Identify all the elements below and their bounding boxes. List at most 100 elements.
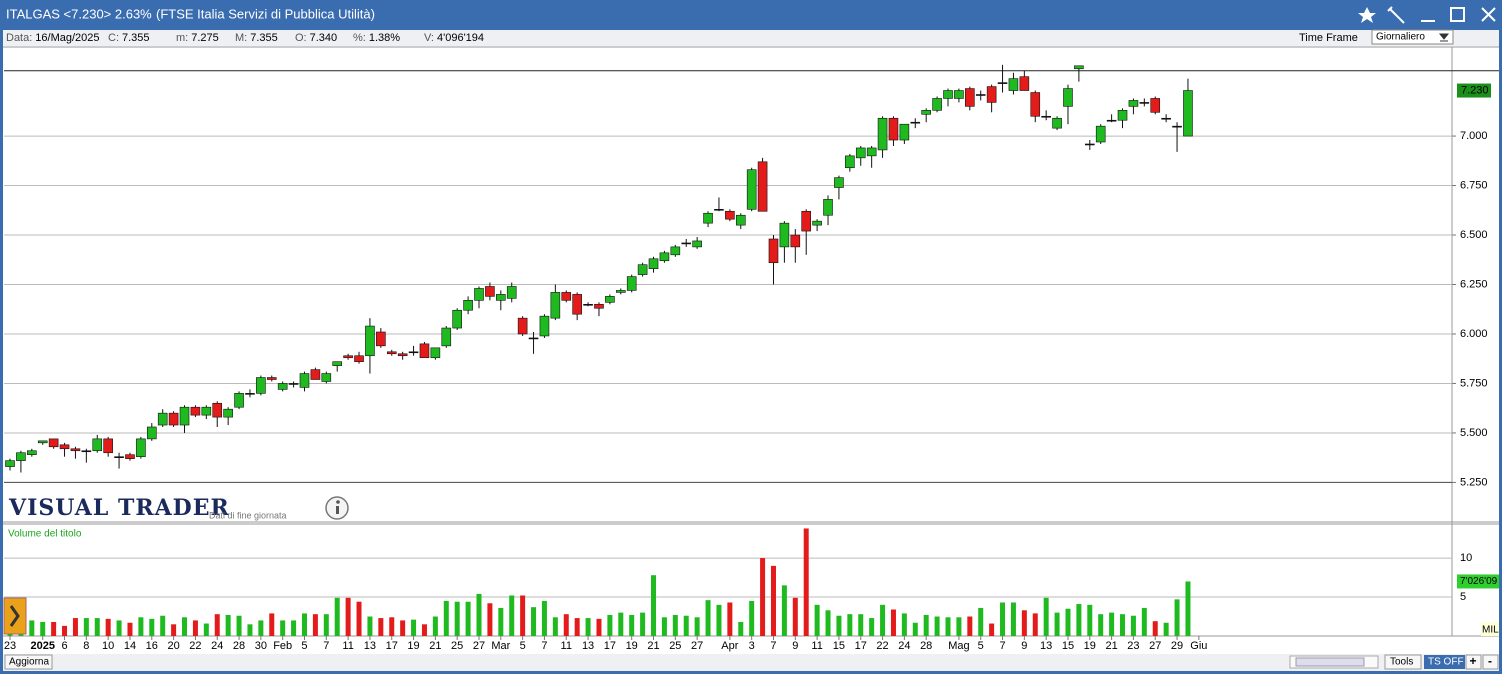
info-icon[interactable] — [325, 496, 349, 520]
candle-body — [136, 438, 146, 457]
zoom-out-button[interactable] — [1482, 654, 1499, 670]
candle-body — [605, 296, 615, 303]
candle-body — [463, 300, 473, 311]
volume-bar — [803, 528, 809, 636]
volume-bar — [651, 575, 657, 636]
toolbar — [3, 654, 1499, 671]
x-tick-label: 7 — [323, 640, 329, 652]
volume-bar — [814, 604, 820, 636]
candle-body — [496, 294, 506, 301]
volume-bar — [1130, 615, 1136, 636]
time-frame-select[interactable] — [1371, 29, 1454, 45]
y-tick-label: 5.500 — [1460, 427, 1488, 439]
volume-bar — [923, 614, 929, 636]
candle-body — [266, 377, 277, 380]
info-label: C: — [108, 32, 119, 44]
candle-body — [834, 177, 844, 188]
candle-body — [37, 440, 48, 444]
candle-body — [1095, 125, 1106, 143]
x-tick-label: 17 — [386, 640, 398, 652]
volume-unit: MIL — [1482, 625, 1499, 636]
ts-label: TS OFF — [1428, 657, 1464, 668]
candle-body — [1041, 115, 1051, 118]
candle-body — [419, 343, 430, 359]
candle-body — [485, 286, 495, 297]
zoom-out-label: - — [1488, 654, 1492, 668]
volume-bar — [858, 614, 864, 636]
scrollbar-thumb[interactable] — [1295, 657, 1365, 667]
info-label: m: — [176, 32, 188, 44]
x-tick-label: Apr — [721, 640, 738, 652]
x-tick-label: 3 — [749, 640, 755, 652]
candle-body — [648, 258, 659, 269]
y-tick-label: 5.250 — [1460, 476, 1488, 488]
volume-bar — [247, 624, 253, 636]
volume-bar — [760, 558, 766, 636]
candle-body — [943, 90, 953, 99]
x-tick-label: Feb — [273, 640, 292, 652]
candle-body — [997, 82, 1008, 84]
refresh-label: Aggiorna — [9, 657, 49, 668]
volume-bar — [280, 620, 286, 636]
favorite-button[interactable] — [1358, 7, 1376, 23]
candle-body — [452, 309, 462, 329]
x-tick-label: 7 — [541, 640, 547, 652]
candle-body — [888, 117, 899, 141]
info-value: 16/Mag/2025 — [35, 32, 99, 44]
candle-body — [125, 454, 135, 459]
x-tick-label: 22 — [876, 640, 888, 652]
x-tick-label: 23 — [1127, 640, 1139, 652]
volume-bar — [400, 620, 406, 636]
x-tick-label: 19 — [407, 640, 419, 652]
x-tick-label: 5 — [520, 640, 526, 652]
candle-body — [1150, 98, 1161, 113]
scroll-left-button[interactable] — [3, 597, 27, 635]
ts-button[interactable] — [1424, 655, 1465, 669]
volume-bar — [214, 614, 220, 636]
close-button[interactable] — [1481, 7, 1496, 22]
volume-bar — [345, 597, 351, 636]
x-tick-label: 21 — [1105, 640, 1117, 652]
volume-bar — [989, 623, 995, 636]
last-volume-box — [1457, 574, 1499, 589]
x-tick-label: 16 — [146, 640, 158, 652]
volume-bar — [334, 597, 340, 636]
volume-bar — [1054, 612, 1060, 636]
info-value: 4'096'194 — [437, 32, 484, 44]
maximize-button[interactable] — [1450, 7, 1465, 22]
window-body — [3, 30, 1499, 671]
logo-note: Dati di fine giornata — [209, 510, 287, 520]
info-label: M: — [235, 32, 247, 44]
x-tick-label: Mag — [948, 640, 969, 652]
tools-button[interactable] — [1384, 654, 1422, 670]
volume-bar — [672, 614, 678, 636]
volume-bar — [596, 618, 602, 636]
zoom-in-button[interactable] — [1465, 654, 1482, 670]
info-glyph — [336, 506, 339, 514]
candle-body — [27, 450, 37, 456]
volume-bar — [1152, 621, 1158, 636]
candle-body — [899, 123, 910, 141]
x-tick-label: 11 — [342, 640, 353, 652]
volume-bar — [411, 619, 417, 636]
candle-body — [332, 361, 343, 366]
info-label: O: — [295, 32, 307, 44]
volume-bar — [912, 622, 918, 636]
unit-box — [1481, 622, 1499, 636]
info-value: 1.38% — [369, 32, 400, 44]
volume-bar — [487, 603, 493, 636]
info-fields: Data: 16/Mag/2025 C: 7.355 m: 7.275 M: 7.355 O: 7… — [6, 32, 484, 44]
candle-body — [757, 161, 768, 212]
info-label: Data: — [6, 32, 32, 44]
refresh-button[interactable] — [4, 654, 53, 670]
candle-body — [168, 412, 179, 426]
tools-button[interactable] — [1387, 6, 1405, 24]
candle-body — [354, 355, 364, 362]
volume-bar — [465, 601, 471, 636]
candle-body — [659, 252, 670, 262]
volume-bar — [40, 621, 46, 636]
candle-body — [245, 393, 255, 395]
volume-bar — [105, 618, 111, 636]
candle-body — [1052, 117, 1062, 129]
x-tick-label: 13 — [1040, 640, 1052, 652]
